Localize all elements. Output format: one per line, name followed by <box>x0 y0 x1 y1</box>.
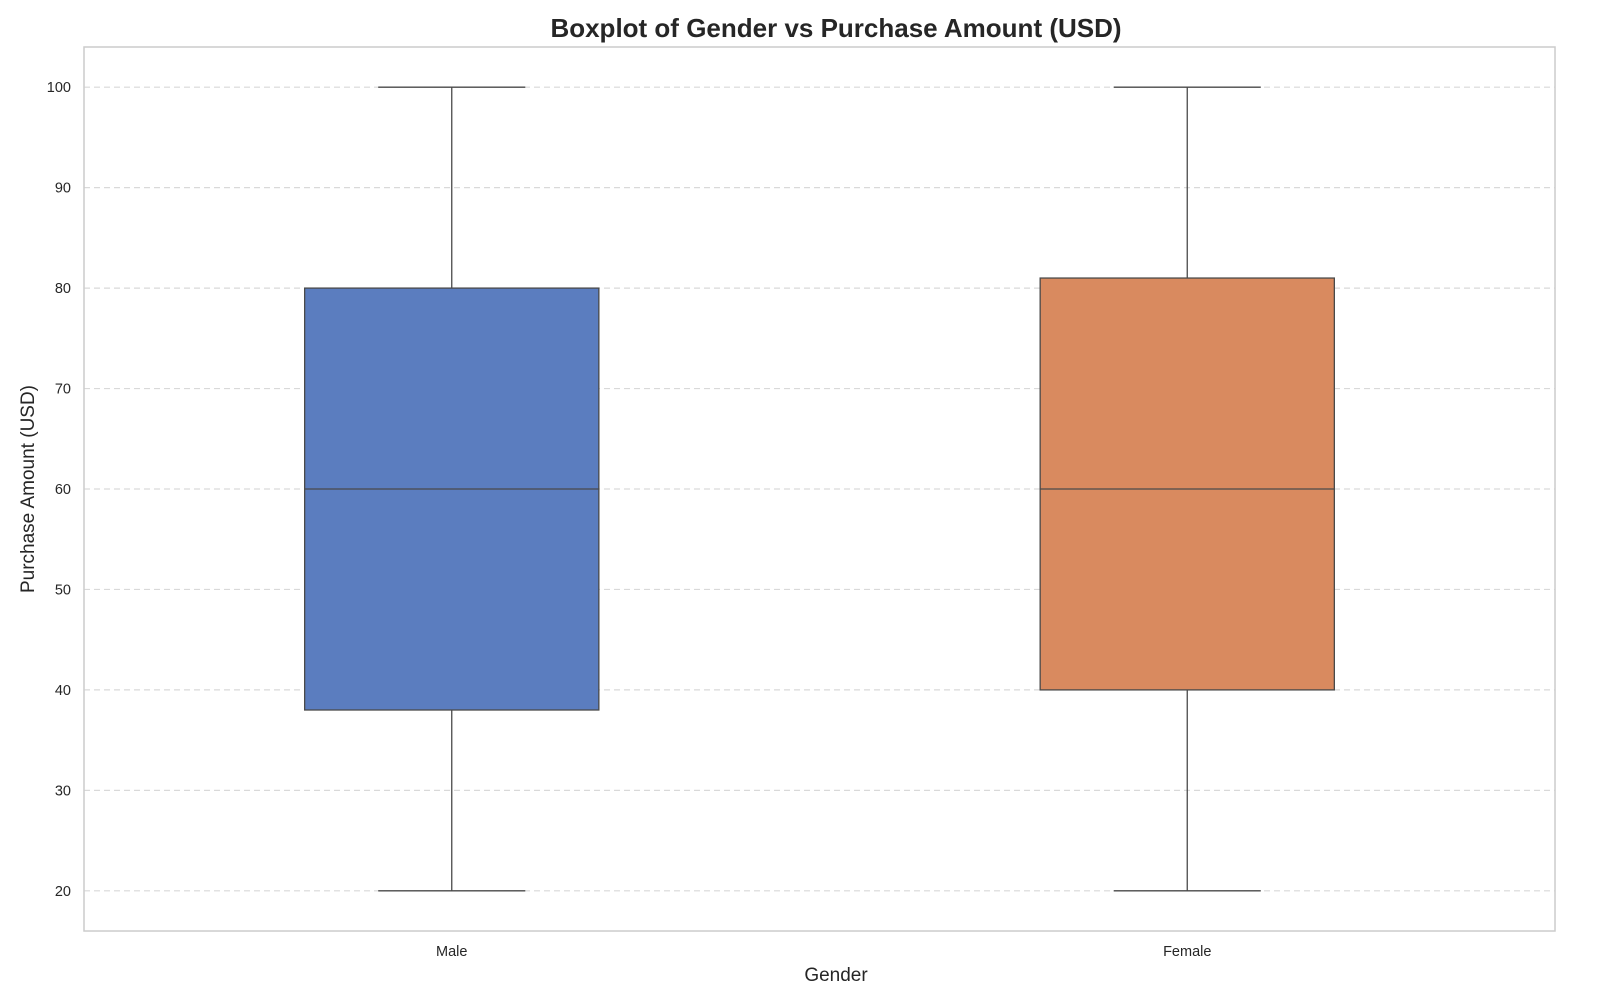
iqr-box <box>303 287 600 711</box>
y-axis: 20 30 40 50 60 70 80 90 100 <box>47 80 71 900</box>
y-tick-label: 40 <box>55 683 71 699</box>
y-tick-label: 60 <box>55 482 71 498</box>
plot-frame <box>83 46 1556 932</box>
y-tick-label: 50 <box>55 582 71 598</box>
chart-title: Boxplot of Gender vs Purchase Amount (US… <box>550 13 1121 43</box>
y-tick-label: 20 <box>55 884 71 900</box>
y-tick-label: 80 <box>55 281 71 297</box>
y-axis-label: Purchase Amount (USD) <box>18 385 39 593</box>
y-tick-label: 70 <box>55 382 71 398</box>
x-tick-label-female: Female <box>1163 944 1211 960</box>
box-group-male <box>303 86 600 892</box>
x-tick-label-male: Male <box>436 944 467 960</box>
x-axis-label: Gender <box>804 965 868 986</box>
x-axis: Male Female <box>436 944 1211 960</box>
boxes-layer <box>303 86 1336 892</box>
box-group-female <box>1039 86 1336 892</box>
y-tick-label: 90 <box>55 181 71 197</box>
iqr-box <box>1039 277 1336 691</box>
y-tick-label: 100 <box>47 80 71 96</box>
y-tick-label: 30 <box>55 783 71 799</box>
